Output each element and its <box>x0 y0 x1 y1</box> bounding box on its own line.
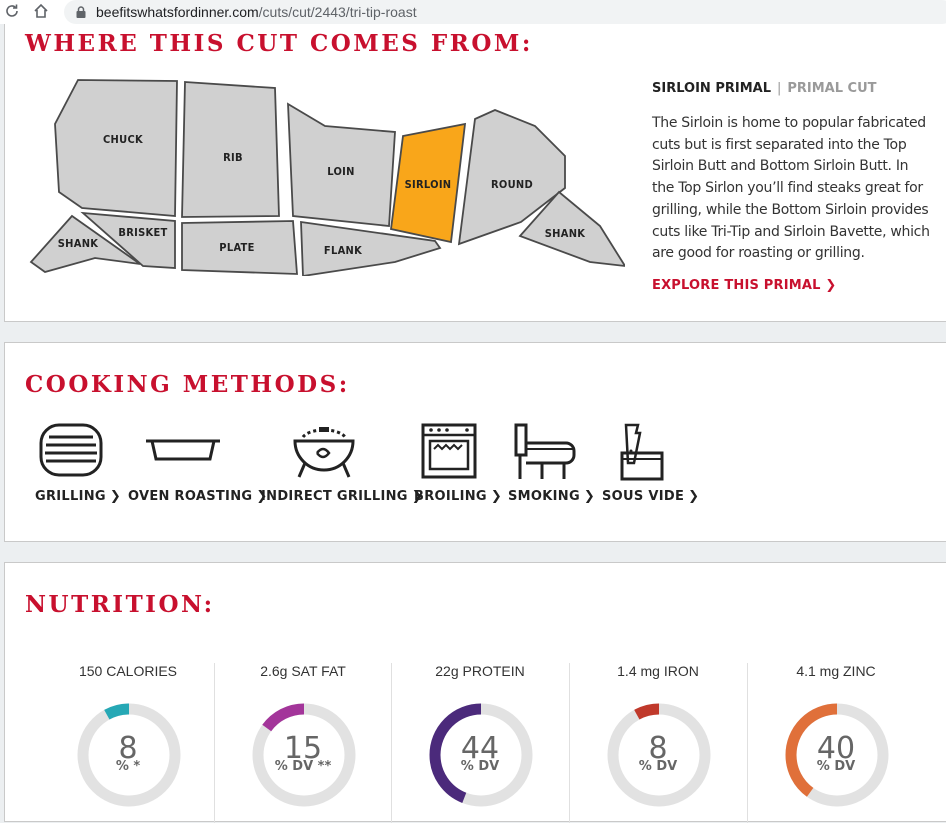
cut-label-chuck: CHUCK <box>103 133 143 146</box>
method-text-grilling: GRILLING <box>35 489 106 504</box>
chevron-right-icon: ❯ <box>490 489 503 504</box>
primal-cuts-diagram: CHUCK RIB LOIN SIRLOIN ROUND SHANK BRISK… <box>29 79 625 276</box>
gauge-unit: % DV ** <box>274 759 332 774</box>
cut-sirloin[interactable] <box>390 122 467 244</box>
cut-label-rib: RIB <box>223 151 243 164</box>
zinc-gauge <box>785 703 889 807</box>
primal-description: The Sirloin is home to popular fabricate… <box>652 115 930 262</box>
lock-icon <box>76 6 86 18</box>
method-label-grilling: GRILLING ❯ <box>35 489 121 504</box>
roasting-pan-icon <box>146 439 220 461</box>
url-text: beefitswhatsfordinner.com/cuts/cut/2443/… <box>96 4 417 20</box>
iron-gauge <box>607 703 711 807</box>
gauge-unit: % DV <box>816 759 856 774</box>
chevron-right-icon: ❯ <box>583 489 596 504</box>
nutrient-label: 150 CALORIES <box>78 663 178 679</box>
gauge-fill <box>77 703 181 807</box>
gauge-value: 15 <box>283 731 323 766</box>
gauge-fill <box>252 703 356 807</box>
cut-shank-fore[interactable] <box>29 214 141 273</box>
cut-label-brisket: BRISKET <box>118 226 167 239</box>
nutrient-label: 2.6g SAT FAT <box>260 663 346 679</box>
method-text-indirect-grilling: INDIRECT GRILLING <box>261 489 408 504</box>
gauge-value: 8 <box>118 731 138 766</box>
gauge-fill <box>607 703 711 807</box>
cut-label-loin: LOIN <box>327 165 355 178</box>
cut-round[interactable] <box>457 109 566 246</box>
cut-chuck[interactable] <box>54 79 178 217</box>
method-text-sous-vide: SOUS VIDE <box>602 489 685 504</box>
calories-gauge <box>77 703 181 807</box>
chevron-right-icon: ❯ <box>411 489 423 504</box>
sat-fat-gauge <box>252 703 356 807</box>
address-bar[interactable]: beefitswhatsfordinner.com/cuts/cut/2443/… <box>64 0 946 24</box>
kettle-grill-icon <box>293 427 355 478</box>
explore-primal-label: EXPLORE THIS PRIMAL <box>652 278 821 293</box>
sous-vide-icon <box>620 423 664 481</box>
cut-rib[interactable] <box>181 81 280 218</box>
cut-brisket[interactable] <box>80 211 176 269</box>
nutrients-list: 150 CALORIES 8 % * 2.6g SAT FAT 15 % DV … <box>40 663 920 823</box>
home-icon[interactable] <box>33 3 49 19</box>
method-label-smoking: SMOKING ❯ <box>508 489 595 504</box>
url-path: /cuts/cut/2443/tri-tip-roast <box>258 4 417 20</box>
gauge-value: 44 <box>460 731 500 766</box>
primal-name: SIRLOIN PRIMAL <box>652 81 771 96</box>
cut-label-flank: FLANK <box>324 244 362 257</box>
nutrient-protein: 22g PROTEIN 44 % DV <box>391 663 567 823</box>
cooking-methods-list: GRILLING ❯ OVEN ROASTING ❯ INDIRECT GRILLI… <box>5 423 705 513</box>
cut-label-round: ROUND <box>491 178 533 191</box>
cut-label-shank-fore: SHANK <box>58 237 99 250</box>
cut-loin[interactable] <box>287 102 396 227</box>
reload-icon[interactable] <box>4 3 20 19</box>
explore-primal-link[interactable]: EXPLORE THIS PRIMAL ❯ <box>652 278 836 293</box>
cut-plate[interactable] <box>181 220 298 275</box>
browser-toolbar: beefitswhatsfordinner.com/cuts/cut/2443/… <box>0 0 946 24</box>
method-label-oven-roasting: OVEN ROASTING ❯ <box>128 489 268 504</box>
chevron-right-icon: ❯ <box>256 489 268 504</box>
nutrition-section: NUTRITION: 150 CALORIES 8 % * 2.6g SAT F… <box>4 562 946 823</box>
method-label-broiling: BROILING ❯ <box>414 489 502 504</box>
chevron-right-icon: ❯ <box>825 278 837 293</box>
gauge-unit: % * <box>115 759 141 774</box>
protein-gauge <box>429 703 533 807</box>
primal-separator: | <box>776 81 782 96</box>
method-label-sous-vide: SOUS VIDE ❯ <box>602 489 699 504</box>
cut-label-sirloin: SIRLOIN <box>405 178 452 191</box>
section-title-cooking: COOKING METHODS: <box>25 371 350 398</box>
gauge-unit: % DV <box>638 759 678 774</box>
gauge-unit: % DV <box>460 759 500 774</box>
section-title-where: WHERE THIS CUT COMES FROM: <box>25 30 533 57</box>
nutrient-calories: 150 CALORIES 8 % * <box>40 663 216 823</box>
nutrient-iron: 1.4 mg IRON 8 % DV <box>569 663 745 823</box>
primal-heading: SIRLOIN PRIMAL | PRIMAL CUT <box>652 81 877 96</box>
primal-type: PRIMAL CUT <box>787 81 877 96</box>
gauge-value: 40 <box>816 731 856 766</box>
cut-label-plate: PLATE <box>219 241 254 254</box>
nutrient-sat-fat: 2.6g SAT FAT 15 % DV ** <box>214 663 390 823</box>
cooking-methods-section: COOKING METHODS: GRILLING ❯ OVEN ROASTING… <box>4 342 946 542</box>
gauge-fill <box>785 703 889 807</box>
smoker-icon <box>514 423 576 479</box>
chevron-right-icon: ❯ <box>109 489 122 504</box>
method-text-oven-roasting: OVEN ROASTING <box>128 489 253 504</box>
nutrient-label: 1.4 mg IRON <box>617 663 699 679</box>
method-label-indirect-grilling: INDIRECT GRILLING ❯ <box>261 489 423 504</box>
nutrient-label: 4.1 mg ZINC <box>796 663 876 679</box>
cut-shank-hind[interactable] <box>518 190 625 267</box>
grill-icon <box>39 423 103 477</box>
nutrient-zinc: 4.1 mg ZINC 40 % DV <box>747 663 923 823</box>
cut-label-shank-hind: SHANK <box>545 227 586 240</box>
method-text-broiling: BROILING <box>414 489 487 504</box>
gauge-value: 8 <box>648 731 668 766</box>
oven-icon <box>421 423 477 479</box>
url-domain: beefitswhatsfordinner.com <box>96 4 259 20</box>
gauge-fill <box>429 703 533 807</box>
section-title-nutrition: NUTRITION: <box>25 591 215 618</box>
where-cut-section: WHERE THIS CUT COMES FROM: CHUCK RIB LOI… <box>4 24 946 322</box>
method-text-smoking: SMOKING <box>508 489 580 504</box>
cut-flank[interactable] <box>300 220 442 276</box>
chevron-right-icon: ❯ <box>688 489 700 504</box>
nutrient-label: 22g PROTEIN <box>435 663 525 679</box>
